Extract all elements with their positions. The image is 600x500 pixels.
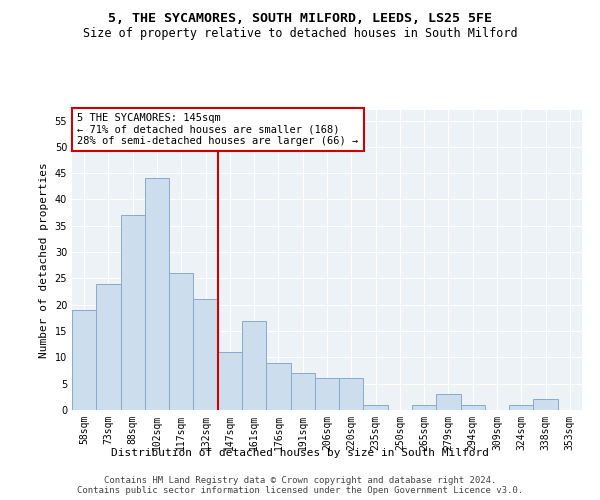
Bar	[436, 394, 461, 410]
Bar	[339, 378, 364, 410]
Bar	[533, 400, 558, 410]
Bar	[169, 273, 193, 410]
Bar	[218, 352, 242, 410]
Bar	[96, 284, 121, 410]
Bar	[193, 300, 218, 410]
Text: 5 THE SYCAMORES: 145sqm
← 71% of detached houses are smaller (168)
28% of semi-d: 5 THE SYCAMORES: 145sqm ← 71% of detache…	[77, 113, 358, 146]
Text: Distribution of detached houses by size in South Milford: Distribution of detached houses by size …	[111, 448, 489, 458]
Bar	[290, 373, 315, 410]
Y-axis label: Number of detached properties: Number of detached properties	[39, 162, 49, 358]
Bar	[121, 216, 145, 410]
Text: 5, THE SYCAMORES, SOUTH MILFORD, LEEDS, LS25 5FE: 5, THE SYCAMORES, SOUTH MILFORD, LEEDS, …	[108, 12, 492, 26]
Bar	[509, 404, 533, 410]
Bar	[412, 404, 436, 410]
Text: Size of property relative to detached houses in South Milford: Size of property relative to detached ho…	[83, 28, 517, 40]
Bar	[72, 310, 96, 410]
Bar	[364, 404, 388, 410]
Text: Contains HM Land Registry data © Crown copyright and database right 2024.
Contai: Contains HM Land Registry data © Crown c…	[77, 476, 523, 495]
Bar	[315, 378, 339, 410]
Bar	[461, 404, 485, 410]
Bar	[145, 178, 169, 410]
Bar	[242, 320, 266, 410]
Bar	[266, 362, 290, 410]
